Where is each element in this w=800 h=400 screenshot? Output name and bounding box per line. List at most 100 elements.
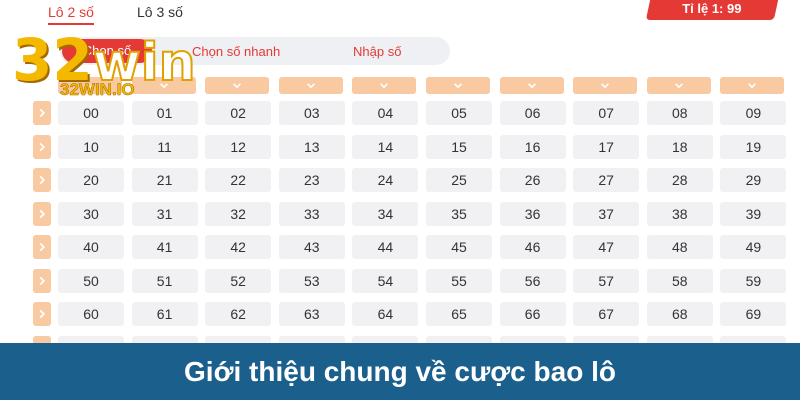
- number-cell[interactable]: 21: [131, 168, 198, 192]
- column-select[interactable]: [58, 77, 122, 94]
- number-cell[interactable]: 46: [499, 235, 566, 259]
- row-select[interactable]: [33, 101, 51, 125]
- number-cell[interactable]: 15: [426, 134, 492, 159]
- number-cell[interactable]: 36: [499, 201, 566, 226]
- number-cell[interactable]: 25: [426, 168, 492, 192]
- number-cell[interactable]: 05: [426, 101, 492, 125]
- number-cell[interactable]: 34: [352, 201, 419, 226]
- row-select[interactable]: [33, 134, 51, 159]
- number-cell[interactable]: 60: [58, 302, 124, 326]
- number-cell[interactable]: 69: [720, 302, 787, 326]
- sub-tab[interactable]: Nhập số: [353, 44, 402, 59]
- number-cell[interactable]: 51: [131, 268, 198, 293]
- number-cell[interactable]: 19: [720, 134, 787, 159]
- number-cell[interactable]: 59: [720, 268, 787, 293]
- number-cell[interactable]: 31: [131, 201, 198, 226]
- number-cell[interactable]: 26: [499, 168, 566, 192]
- number-cell[interactable]: 29: [720, 168, 787, 192]
- number-cell[interactable]: 32: [205, 201, 272, 226]
- number-cell[interactable]: 39: [720, 201, 787, 226]
- number-cell[interactable]: 01: [131, 101, 198, 125]
- number-cell[interactable]: 08: [646, 101, 713, 125]
- number-cell[interactable]: 53: [278, 268, 345, 293]
- number-cell[interactable]: 56: [499, 268, 566, 293]
- number-cell[interactable]: 03: [278, 101, 345, 125]
- number-cell[interactable]: 38: [646, 201, 713, 226]
- chevron: [39, 209, 46, 218]
- number-cell[interactable]: 64: [352, 302, 419, 326]
- number-cell[interactable]: 00: [58, 101, 124, 125]
- number-cell[interactable]: 66: [499, 302, 566, 326]
- number-cell[interactable]: 02: [205, 101, 272, 125]
- number-cell[interactable]: 27: [573, 168, 640, 192]
- number-cell[interactable]: 33: [278, 201, 345, 226]
- column-select[interactable]: [352, 77, 417, 94]
- column-select[interactable]: [499, 77, 564, 94]
- number-cell[interactable]: 54: [352, 268, 419, 293]
- number-cell[interactable]: 06: [499, 101, 566, 125]
- row-select[interactable]: [33, 302, 51, 326]
- number-cell[interactable]: 16: [499, 134, 566, 159]
- number-cell[interactable]: 22: [205, 168, 272, 192]
- chevron: [39, 242, 46, 252]
- number-cell[interactable]: 43: [278, 235, 345, 259]
- number-cell[interactable]: 07: [573, 101, 640, 125]
- column-select[interactable]: [278, 77, 343, 94]
- column-select[interactable]: [646, 77, 711, 94]
- number-cell[interactable]: 35: [426, 201, 492, 226]
- number-cell[interactable]: 09: [720, 101, 787, 125]
- number-cell[interactable]: 28: [646, 168, 713, 192]
- column-select[interactable]: [205, 77, 270, 94]
- number-cell[interactable]: 30: [58, 201, 124, 226]
- number-cell[interactable]: 41: [131, 235, 198, 259]
- number-cell[interactable]: 67: [573, 302, 640, 326]
- number-cell[interactable]: 57: [573, 268, 640, 293]
- logo-number: 32: [12, 26, 93, 94]
- number-cell[interactable]: 40: [58, 235, 124, 259]
- number-cell[interactable]: 12: [205, 134, 272, 159]
- sub-tab[interactable]: Chọn số nhanh: [192, 44, 281, 59]
- number-cell[interactable]: 23: [278, 168, 345, 192]
- number-cell[interactable]: 49: [720, 235, 787, 259]
- number-cell[interactable]: 20: [58, 168, 124, 192]
- tab-lo3[interactable]: Lô 3 số: [137, 4, 183, 20]
- row-select[interactable]: [33, 235, 51, 259]
- number-cell[interactable]: 65: [426, 302, 492, 326]
- row-select[interactable]: [33, 268, 51, 293]
- number-cell[interactable]: 24: [352, 168, 419, 192]
- sub-tab[interactable]: Chọn số: [62, 39, 152, 63]
- number-cell[interactable]: 44: [352, 235, 419, 259]
- number-cell[interactable]: 61: [131, 302, 198, 326]
- number-cell[interactable]: 37: [573, 201, 640, 226]
- logo-word: win: [92, 32, 197, 94]
- tab-lo2[interactable]: Lô 2 số: [48, 4, 94, 25]
- chevron: [159, 83, 168, 89]
- number-cell[interactable]: 52: [205, 268, 272, 293]
- number-cell[interactable]: 17: [573, 134, 640, 159]
- row-select[interactable]: [33, 168, 51, 192]
- column-select[interactable]: [426, 77, 490, 94]
- number-cell[interactable]: 14: [352, 134, 419, 159]
- number-cell[interactable]: 62: [205, 302, 272, 326]
- number-cell[interactable]: 11: [131, 134, 198, 159]
- column-select[interactable]: [573, 77, 638, 94]
- number-cell[interactable]: 58: [646, 268, 713, 293]
- number-cell[interactable]: 45: [426, 235, 492, 259]
- number-cell[interactable]: 04: [352, 101, 419, 125]
- number-cell[interactable]: 68: [646, 302, 713, 326]
- row-select[interactable]: [33, 201, 51, 226]
- number-cell[interactable]: 13: [278, 134, 345, 159]
- banner: Giới thiệu chung về cược bao lô: [0, 343, 800, 400]
- number-cell[interactable]: 18: [646, 134, 713, 159]
- column-select[interactable]: [720, 77, 785, 94]
- number-cell[interactable]: 47: [573, 235, 640, 259]
- number-cell[interactable]: 55: [426, 268, 492, 293]
- number-cell[interactable]: 50: [58, 268, 124, 293]
- chevron: [306, 83, 315, 89]
- column-select[interactable]: [131, 77, 196, 94]
- number-cell[interactable]: 48: [646, 235, 713, 259]
- number-cell[interactable]: 63: [278, 302, 345, 326]
- number-cell[interactable]: 10: [58, 134, 124, 159]
- number-cell[interactable]: 42: [205, 235, 272, 259]
